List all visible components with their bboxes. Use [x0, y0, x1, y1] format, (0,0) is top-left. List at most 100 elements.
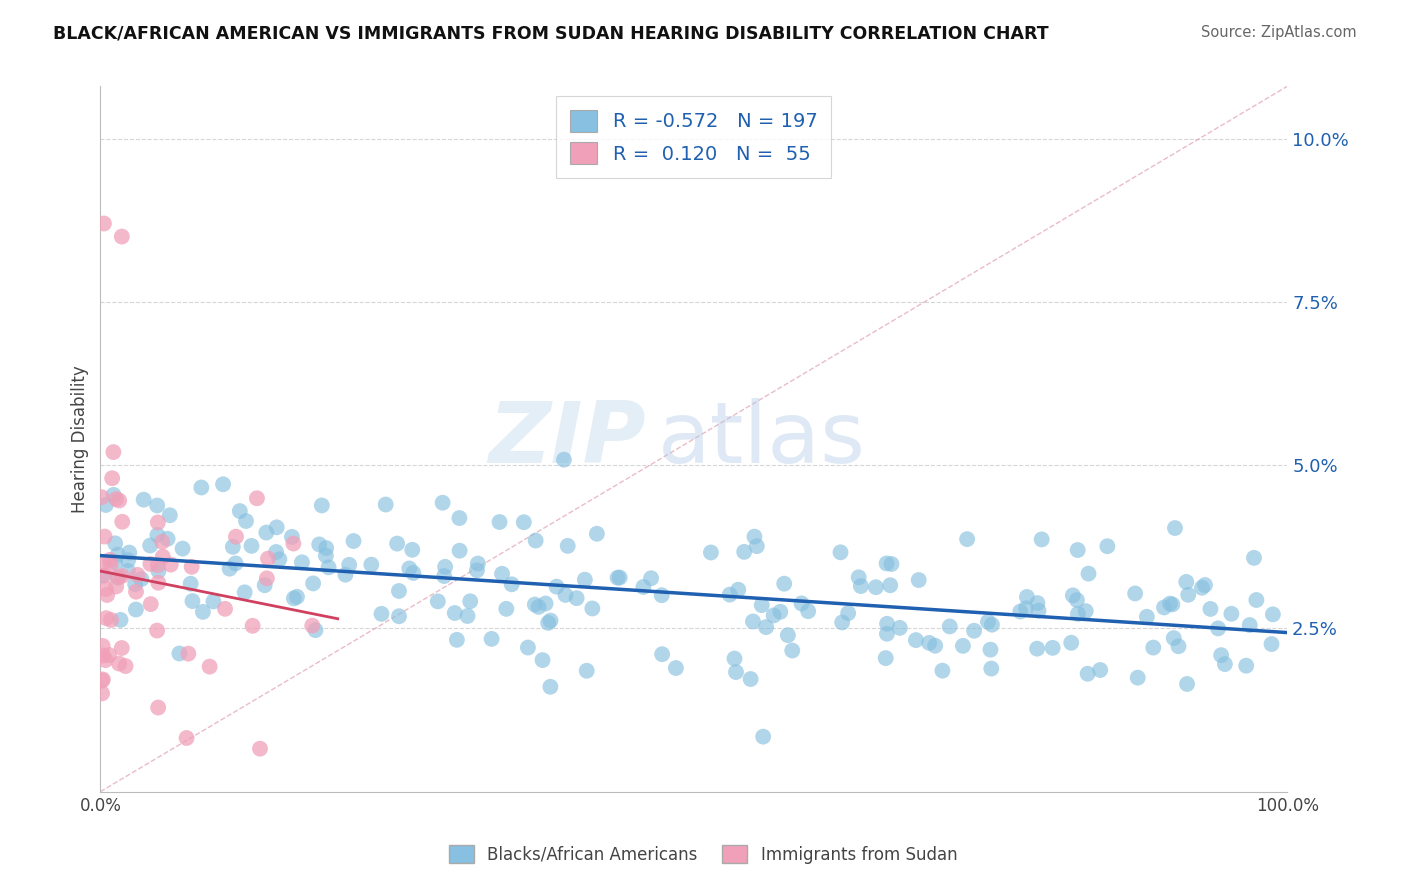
Point: [291, 555, 314, 569]
Point: [1260, 637, 1282, 651]
Point: [523, 598, 546, 612]
Point: [1015, 590, 1038, 604]
Point: [91, 568, 114, 582]
Point: [180, 576, 202, 591]
Point: [114, 659, 136, 673]
Point: [1161, 598, 1184, 612]
Point: [139, 539, 162, 553]
Point: [1213, 657, 1236, 671]
Point: [876, 557, 898, 571]
Point: [214, 602, 236, 616]
Text: atlas: atlas: [658, 398, 866, 481]
Point: [283, 536, 305, 550]
Point: [889, 621, 911, 635]
Point: [1067, 607, 1090, 621]
Point: [651, 647, 673, 661]
Point: [1211, 648, 1233, 662]
Point: [434, 559, 457, 574]
Point: [865, 580, 887, 594]
Point: [107, 570, 129, 584]
Point: [744, 530, 766, 544]
Point: [335, 567, 357, 582]
Point: [318, 560, 340, 574]
Point: [180, 559, 202, 574]
Point: [125, 602, 148, 616]
Point: [125, 584, 148, 599]
Point: [1026, 641, 1049, 656]
Point: [740, 672, 762, 686]
Point: [432, 496, 454, 510]
Point: [266, 520, 288, 534]
Point: [181, 594, 204, 608]
Point: [94, 653, 117, 667]
Point: [540, 614, 562, 628]
Point: [146, 499, 169, 513]
Point: [105, 579, 128, 593]
Point: [727, 582, 749, 597]
Point: [159, 558, 181, 572]
Point: [191, 605, 214, 619]
Point: [465, 563, 488, 577]
Point: [315, 549, 337, 563]
Point: [830, 545, 852, 559]
Point: [1031, 533, 1053, 547]
Point: [240, 539, 263, 553]
Point: [264, 545, 287, 559]
Y-axis label: Hearing Disability: Hearing Disability: [72, 365, 89, 513]
Point: [1142, 640, 1164, 655]
Point: [1175, 574, 1198, 589]
Point: [124, 577, 146, 591]
Point: [501, 577, 523, 591]
Point: [457, 609, 479, 624]
Point: [90, 490, 112, 504]
Point: [516, 640, 538, 655]
Point: [401, 542, 423, 557]
Point: [1066, 543, 1088, 558]
Point: [956, 532, 979, 546]
Point: [146, 700, 169, 714]
Point: [117, 564, 139, 578]
Point: [388, 609, 411, 624]
Point: [1028, 604, 1050, 618]
Point: [1167, 640, 1189, 654]
Point: [1243, 550, 1265, 565]
Point: [91, 648, 114, 663]
Point: [931, 664, 953, 678]
Point: [311, 499, 333, 513]
Point: [127, 567, 149, 582]
Point: [148, 575, 170, 590]
Point: [488, 515, 510, 529]
Text: Source: ZipAtlas.com: Source: ZipAtlas.com: [1201, 25, 1357, 40]
Point: [93, 556, 115, 570]
Point: [111, 640, 134, 655]
Point: [1090, 663, 1112, 677]
Point: [918, 636, 941, 650]
Point: [780, 643, 803, 657]
Point: [524, 533, 547, 548]
Point: [1126, 671, 1149, 685]
Point: [139, 597, 162, 611]
Point: [385, 536, 408, 550]
Point: [769, 605, 792, 619]
Point: [904, 633, 927, 648]
Point: [146, 558, 169, 573]
Point: [253, 578, 276, 592]
Point: [150, 534, 173, 549]
Point: [724, 665, 747, 679]
Point: [773, 576, 796, 591]
Text: BLACK/AFRICAN AMERICAN VS IMMIGRANTS FROM SUDAN HEARING DISABILITY CORRELATION C: BLACK/AFRICAN AMERICAN VS IMMIGRANTS FRO…: [53, 25, 1049, 43]
Point: [1175, 677, 1198, 691]
Point: [609, 570, 631, 584]
Point: [446, 632, 468, 647]
Point: [1042, 640, 1064, 655]
Point: [1097, 539, 1119, 553]
Point: [831, 615, 853, 630]
Point: [700, 545, 723, 559]
Point: [606, 571, 628, 585]
Point: [111, 569, 134, 583]
Point: [94, 582, 117, 596]
Point: [1194, 578, 1216, 592]
Point: [93, 530, 115, 544]
Point: [104, 536, 127, 550]
Point: [1220, 607, 1243, 621]
